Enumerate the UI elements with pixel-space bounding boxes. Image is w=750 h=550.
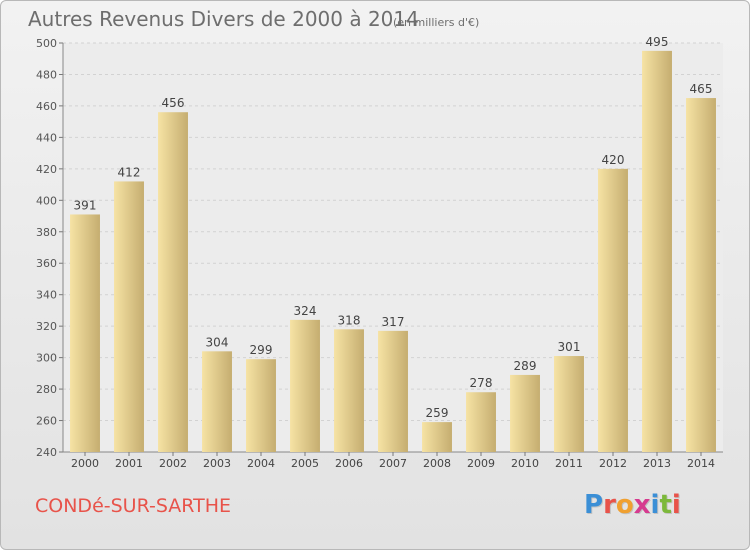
x-tick-label-2013: 2013 xyxy=(643,457,671,470)
x-tick-label-2002: 2002 xyxy=(159,457,187,470)
bar-2012 xyxy=(598,168,628,452)
logo-letter: o xyxy=(615,490,634,520)
x-tick-label-2014: 2014 xyxy=(687,457,715,470)
data-label-2009: 278 xyxy=(470,376,493,390)
x-tick-label-2011: 2011 xyxy=(555,457,583,470)
y-tick-label: 240 xyxy=(36,446,57,459)
data-label-2004: 299 xyxy=(250,343,273,357)
x-tick-label-2000: 2000 xyxy=(71,457,99,470)
bar-2000 xyxy=(70,214,100,452)
y-tick-label: 260 xyxy=(36,415,57,428)
chart-subtitle: (en milliers d'€) xyxy=(393,16,480,29)
bar-2007 xyxy=(378,330,408,452)
data-label-2012: 420 xyxy=(602,153,625,167)
data-label-2014: 465 xyxy=(690,82,713,96)
data-label-2007: 317 xyxy=(382,315,405,329)
x-tick-label-2009: 2009 xyxy=(467,457,495,470)
bar-2006 xyxy=(334,329,364,452)
x-tick-label-2005: 2005 xyxy=(291,457,319,470)
data-label-2013: 495 xyxy=(646,35,669,49)
bar-2005 xyxy=(290,319,320,452)
bar-2004 xyxy=(246,359,276,452)
data-label-2001: 412 xyxy=(118,165,141,179)
y-tick-label: 480 xyxy=(36,68,57,81)
y-tick-label: 440 xyxy=(36,131,57,144)
data-label-2011: 301 xyxy=(558,340,581,354)
bar-2013 xyxy=(642,50,672,452)
x-tick-label-2007: 2007 xyxy=(379,457,407,470)
y-tick-label: 320 xyxy=(36,320,57,333)
data-label-2003: 304 xyxy=(206,335,229,349)
y-tick-label: 380 xyxy=(36,226,57,239)
y-tick-label: 300 xyxy=(36,352,57,365)
x-tick-label-2012: 2012 xyxy=(599,457,627,470)
bar-2014 xyxy=(686,98,716,453)
logo-letter: r xyxy=(603,490,616,520)
bar-2002 xyxy=(158,112,188,452)
y-tick-label: 340 xyxy=(36,289,57,302)
y-tick-label: 420 xyxy=(36,163,57,176)
y-tick-label: 360 xyxy=(36,257,57,270)
bar-2009 xyxy=(466,392,496,452)
x-tick-label-2010: 2010 xyxy=(511,457,539,470)
data-label-2008: 259 xyxy=(426,406,449,420)
x-tick-label-2006: 2006 xyxy=(335,457,363,470)
data-label-2002: 456 xyxy=(162,96,185,110)
data-label-2010: 289 xyxy=(514,359,537,373)
proxiti-logo: Proxiti xyxy=(584,490,681,520)
logo-letter: i xyxy=(650,490,660,520)
y-tick-label: 400 xyxy=(36,194,57,207)
x-tick-label-2003: 2003 xyxy=(203,457,231,470)
y-tick-label: 460 xyxy=(36,100,57,113)
x-tick-label-2008: 2008 xyxy=(423,457,451,470)
chart-title: Autres Revenus Divers de 2000 à 2014 xyxy=(28,7,419,31)
logo-letter: t xyxy=(659,490,672,520)
bar-2001 xyxy=(114,181,144,452)
x-tick-label-2004: 2004 xyxy=(247,457,275,470)
x-tick-label-2001: 2001 xyxy=(115,457,143,470)
data-label-2000: 391 xyxy=(74,198,97,212)
data-label-2005: 324 xyxy=(294,304,317,318)
logo-letter: P xyxy=(584,490,604,520)
bar-2011 xyxy=(554,356,584,452)
logo-letter: x xyxy=(633,490,651,520)
y-tick-label: 500 xyxy=(36,37,57,50)
bar-2010 xyxy=(510,374,540,452)
bar-2008 xyxy=(422,422,452,452)
y-tick-label: 280 xyxy=(36,383,57,396)
city-name: CONDé-SUR-SARTHE xyxy=(35,495,231,517)
logo-letter: i xyxy=(671,490,681,520)
bar-2003 xyxy=(202,351,232,452)
data-label-2006: 318 xyxy=(338,313,361,327)
